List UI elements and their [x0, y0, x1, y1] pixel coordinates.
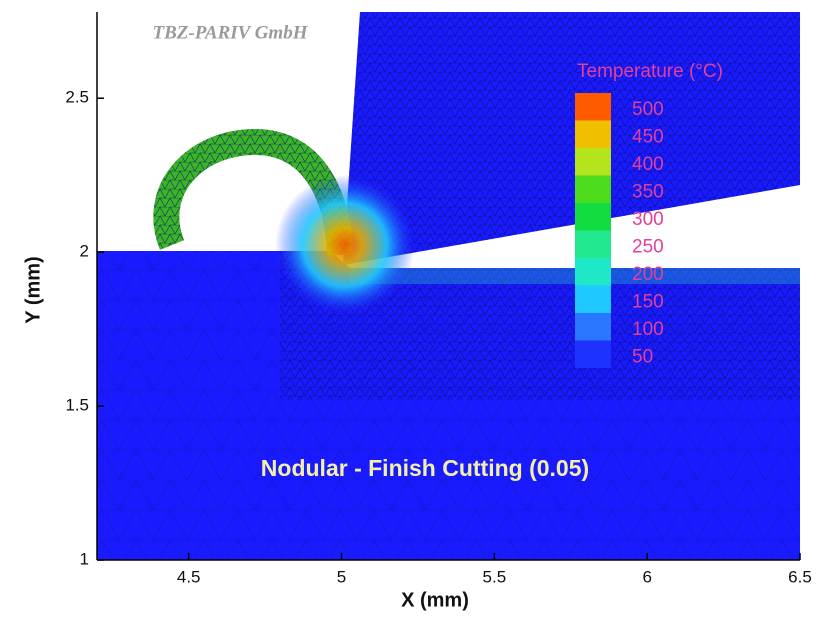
colorbar-label: 150 [632, 291, 664, 312]
colorbar-swatch [575, 313, 611, 341]
x-axis-label: X (mm) [401, 589, 469, 611]
y-tick-label: 2.5 [65, 88, 89, 107]
colorbar-swatch [575, 120, 611, 148]
colorbar-label: 500 [632, 99, 664, 120]
tool-mesh [343, 12, 800, 265]
colorbar-label: 450 [632, 126, 664, 147]
colorbar-swatch [575, 258, 611, 286]
watermark: TBZ-PARIV GmbH [152, 22, 308, 43]
y-tick-label: 2 [80, 242, 89, 261]
y-tick-label: 1.5 [65, 396, 89, 415]
colorbar-label: 200 [632, 264, 664, 285]
colorbar-label: 250 [632, 236, 664, 257]
colorbar-swatch [575, 340, 611, 368]
y-axis-label: Y (mm) [22, 256, 44, 323]
colorbar-label: 350 [632, 181, 664, 202]
colorbar-swatch [575, 175, 611, 203]
colorbar-swatch [575, 230, 611, 258]
x-tick-label: 5.5 [483, 567, 507, 586]
colorbar-swatch [575, 148, 611, 176]
annotation: Nodular - Finish Cutting (0.05) [261, 455, 589, 481]
colorbar-swatch [575, 203, 611, 231]
colorbar-swatch [575, 93, 611, 121]
hot-zone [275, 175, 415, 315]
colorbar-title: Temperature (°C) [577, 61, 723, 82]
x-tick-label: 6.5 [788, 567, 812, 586]
refined-mesh [280, 251, 800, 400]
colorbar-label: 50 [632, 346, 653, 367]
colorbar-swatch [575, 285, 611, 313]
colorbar-label: 100 [632, 319, 664, 340]
x-tick-label: 4.5 [177, 567, 201, 586]
y-tick-label: 1 [80, 549, 89, 568]
colorbar-label: 300 [632, 209, 664, 230]
x-tick-label: 6 [642, 567, 651, 586]
x-tick-label: 5 [337, 567, 346, 586]
colorbar-label: 400 [632, 154, 664, 175]
